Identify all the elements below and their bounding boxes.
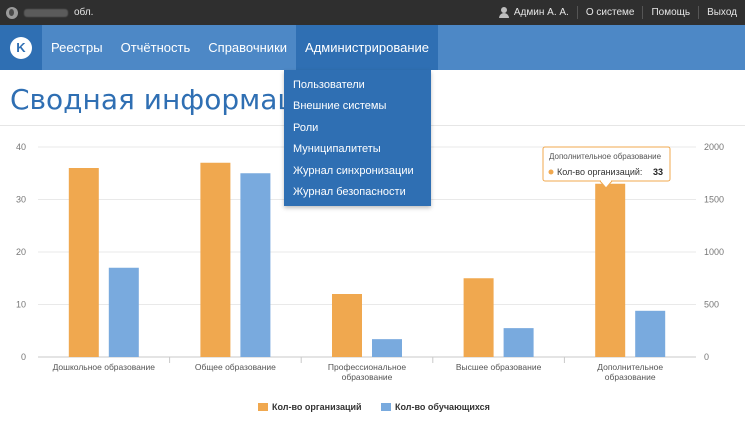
menu-item-label: Муниципалитеты: [293, 143, 381, 156]
menu-item-label: Журнал безопасности: [293, 186, 406, 199]
app-logo[interactable]: K: [0, 25, 42, 70]
about-label: О системе: [585, 7, 635, 18]
right-axis-tick-label: 1500: [704, 195, 724, 205]
right-axis-tick-label: 1000: [704, 247, 724, 257]
menu-item-external-systems[interactable]: Внешние системы: [284, 96, 431, 118]
main-nav: K Реестры Отчётность Справочники Админис…: [0, 25, 745, 70]
legend-label: Кол-во организаций: [272, 402, 362, 412]
logo-icon: K: [10, 36, 32, 59]
menu-item-label: Роли: [293, 121, 319, 134]
right-axis-tick-label: 0: [704, 352, 709, 362]
bar-organizations: [463, 278, 494, 357]
bar-organizations: [200, 162, 231, 357]
left-axis-tick-label: 10: [16, 300, 26, 310]
page-title: Сводная информация: [10, 83, 332, 116]
globe-icon: [6, 6, 18, 19]
legend-swatch-organizations: [258, 403, 268, 411]
tooltip-series-label: Кол-во организаций:: [557, 167, 642, 177]
bar-organizations: [68, 168, 99, 357]
about-link[interactable]: О системе: [576, 6, 643, 19]
menu-item-roles[interactable]: Роли: [284, 117, 431, 139]
menu-item-label: Внешние системы: [293, 100, 387, 113]
bar-students: [240, 173, 271, 357]
nav-item-label: Отчётность: [120, 40, 191, 55]
nav-item-label: Администрирование: [305, 40, 429, 55]
menu-item-label: Журнал синхронизации: [293, 164, 414, 177]
region-suffix: обл.: [74, 7, 94, 18]
menu-item-sync-log[interactable]: Журнал синхронизации: [284, 160, 431, 182]
bar-organizations: [595, 183, 626, 357]
right-axis-tick-label: 500: [704, 300, 719, 310]
bar-students: [635, 310, 666, 357]
help-label: Помощь: [651, 7, 691, 18]
left-axis-tick-label: 40: [16, 142, 26, 152]
bar-organizations: [332, 294, 362, 357]
tooltip-category: Дополнительное образование: [549, 152, 662, 161]
menu-item-security-log[interactable]: Журнал безопасности: [284, 182, 431, 204]
category-label: Профессиональное: [328, 362, 406, 372]
region-selector[interactable]: обл.: [6, 0, 93, 25]
user-icon: [498, 7, 509, 18]
right-axis-tick-label: 2000: [704, 142, 724, 152]
menu-item-label: Пользователи: [293, 78, 365, 91]
summary-chart: 0 10 20 30 40 0 500 1000 1500 2000 Дошкольное обра…: [16, 142, 724, 412]
administration-dropdown: Пользователи Внешние системы Роли Муници…: [284, 70, 431, 206]
help-link[interactable]: Помощь: [642, 6, 698, 19]
nav-item-label: Реестры: [51, 40, 103, 55]
tooltip-series-dot: [548, 169, 554, 175]
category-label: образование: [605, 372, 656, 382]
category-label: Дошкольное образование: [53, 362, 156, 372]
left-axis-tick-label: 20: [16, 247, 26, 257]
left-axis-tick-label: 30: [16, 195, 26, 205]
user-name: Админ А. А.: [513, 7, 569, 18]
nav-item-reports[interactable]: Отчётность: [112, 25, 200, 70]
logout-link[interactable]: Выход: [698, 6, 745, 19]
bar-students: [108, 267, 139, 357]
nav-item-administration[interactable]: Администрирование: [296, 25, 438, 70]
category-label: образование: [342, 372, 393, 382]
nav-item-label: Справочники: [208, 40, 288, 55]
menu-item-users[interactable]: Пользователи: [284, 74, 431, 96]
category-label: Дополнительное: [597, 362, 663, 372]
legend-swatch-students: [381, 403, 391, 411]
menu-item-municipalities[interactable]: Муниципалитеты: [284, 139, 431, 161]
logout-label: Выход: [707, 7, 737, 18]
category-label: Высшее образование: [456, 362, 542, 372]
user-menu[interactable]: Админ А. А.: [491, 6, 577, 19]
bar-students: [372, 339, 402, 357]
nav-item-directories[interactable]: Справочники: [199, 25, 296, 70]
top-bar: обл. Админ А. А. О системе Помощь Выход: [0, 0, 745, 25]
left-axis-tick-label: 0: [21, 352, 26, 362]
bar-students: [503, 328, 534, 357]
category-label: Общее образование: [195, 362, 276, 372]
nav-item-registries[interactable]: Реестры: [42, 25, 112, 70]
legend-label: Кол-во обучающихся: [395, 402, 490, 412]
region-name-redacted: [24, 8, 68, 17]
tooltip-value: 33: [653, 167, 663, 177]
